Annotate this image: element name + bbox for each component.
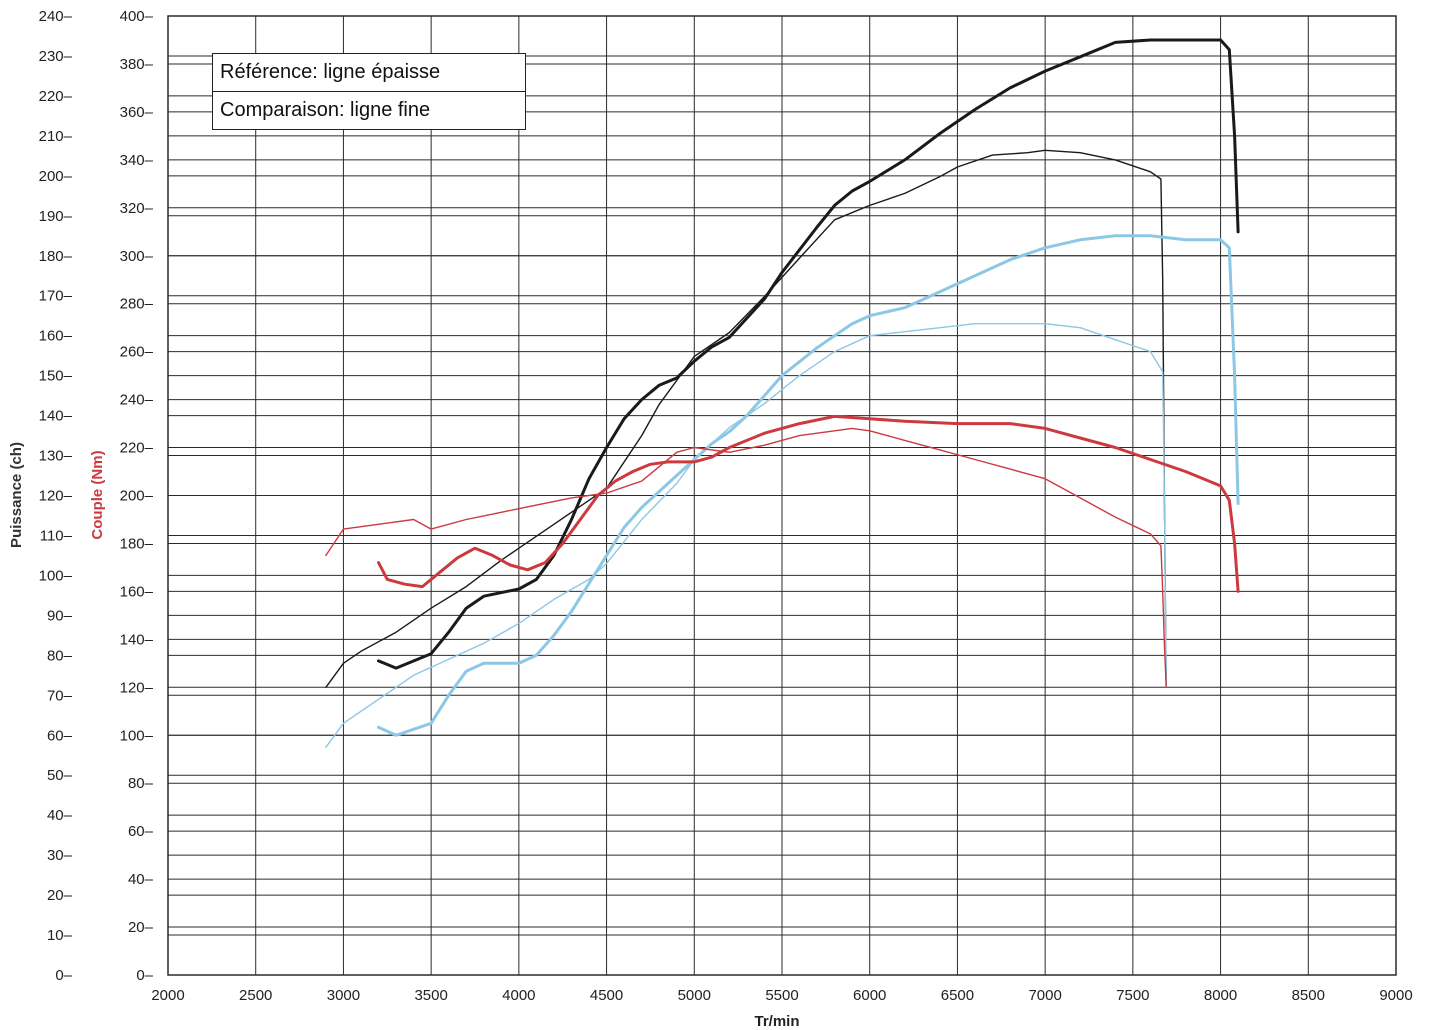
torque-tick-label-11: 220–: [120, 440, 154, 457]
x-tick-label-8: 6000: [853, 987, 886, 1004]
x-tick-label-0: 2000: [151, 987, 184, 1004]
power-tick-label-5: 50–: [47, 767, 73, 784]
power-tick-label-16: 160–: [39, 328, 73, 345]
power-tick-label-24: 240–: [39, 8, 73, 25]
torque-tick-label-20: 400–: [120, 8, 154, 25]
power-tick-label-21: 210–: [39, 128, 73, 145]
power-tick-label-20: 200–: [39, 168, 73, 185]
power-tick-label-18: 180–: [39, 248, 73, 265]
torque-tick-label-10: 200–: [120, 488, 154, 505]
series-black-thin-torque: [325, 149, 1167, 688]
x-tick-label-3: 3500: [414, 987, 447, 1004]
torque-tick-label-17: 340–: [120, 152, 154, 169]
torque-tick-label-3: 60–: [128, 823, 154, 840]
power-tick-label-9: 90–: [47, 607, 73, 624]
series-black-thick-torque: [377, 38, 1240, 670]
torque-tick-label-12: 240–: [120, 392, 154, 409]
x-tick-label-12: 8000: [1204, 987, 1237, 1004]
power-tick-label-17: 170–: [39, 288, 73, 305]
x-tick-label-14: 9000: [1379, 987, 1412, 1004]
power-tick-label-2: 20–: [47, 887, 73, 904]
x-tick-label-7: 5500: [765, 987, 798, 1004]
power-tick-label-23: 230–: [39, 48, 73, 65]
torque-tick-label-7: 140–: [120, 631, 154, 648]
x-tick-label-11: 7500: [1116, 987, 1149, 1004]
torque-tick-label-14: 280–: [120, 296, 154, 313]
torque-tick-label-5: 100–: [120, 727, 154, 744]
legend: Référence: ligne épaisse Comparaison: li…: [212, 53, 526, 130]
x-tick-label-9: 6500: [941, 987, 974, 1004]
x-tick-label-10: 7000: [1028, 987, 1061, 1004]
power-tick-label-10: 100–: [39, 567, 73, 584]
torque-tick-label-0: 0–: [136, 967, 153, 984]
power-tick-label-12: 120–: [39, 488, 73, 505]
power-tick-label-14: 140–: [39, 408, 73, 425]
series-red-thin-torque: [325, 427, 1167, 688]
power-axis-title: Puissance (ch): [8, 442, 25, 548]
torque-tick-label-19: 380–: [120, 56, 154, 73]
x-tick-label-6: 5000: [678, 987, 711, 1004]
torque-tick-label-16: 320–: [120, 200, 154, 217]
x-tick-label-4: 4000: [502, 987, 535, 1004]
series-blue-thin-power: [325, 323, 1167, 748]
series-blue-thick-power: [377, 234, 1240, 737]
power-tick-label-8: 80–: [47, 647, 73, 664]
torque-tick-label-15: 300–: [120, 248, 154, 265]
x-tick-label-1: 2500: [239, 987, 272, 1004]
power-tick-label-7: 70–: [47, 687, 73, 704]
legend-entry-reference: Référence: ligne épaisse: [220, 61, 441, 83]
torque-tick-label-9: 180–: [120, 535, 154, 552]
power-tick-label-15: 150–: [39, 368, 73, 385]
power-tick-label-1: 10–: [47, 927, 73, 944]
power-tick-label-6: 60–: [47, 727, 73, 744]
torque-tick-label-8: 160–: [120, 583, 154, 600]
x-tick-label-13: 8500: [1292, 987, 1325, 1004]
power-tick-label-3: 30–: [47, 847, 73, 864]
x-tick-label-2: 3000: [327, 987, 360, 1004]
power-tick-label-4: 40–: [47, 807, 73, 824]
legend-entry-comparison: Comparaison: ligne fine: [213, 91, 525, 129]
power-tick-label-0: 0–: [55, 967, 72, 984]
series-layer: [325, 38, 1240, 748]
torque-tick-label-18: 360–: [120, 104, 154, 121]
torque-tick-label-13: 260–: [120, 344, 154, 361]
torque-tick-label-6: 120–: [120, 679, 154, 696]
torque-tick-label-4: 80–: [128, 775, 154, 792]
power-tick-label-11: 110–: [40, 527, 73, 544]
series-red-thick-torque: [377, 414, 1240, 593]
axes: 0– 10– 20– 30– 40– 50– 60– 70– 80– 90– 100– 110– 120…: [8, 8, 1413, 1030]
power-tick-label-22: 220–: [39, 88, 73, 105]
torque-axis-title: Couple (Nm): [89, 450, 106, 539]
torque-tick-label-1: 20–: [128, 919, 154, 936]
power-tick-label-19: 190–: [39, 208, 73, 225]
x-tick-label-5: 4500: [590, 987, 623, 1004]
grid: [167, 15, 1397, 976]
torque-tick-label-2: 40–: [128, 871, 154, 888]
power-tick-label-13: 130–: [39, 448, 73, 465]
x-axis-title: Tr/min: [754, 1013, 799, 1030]
plot-frame: [167, 15, 1397, 976]
